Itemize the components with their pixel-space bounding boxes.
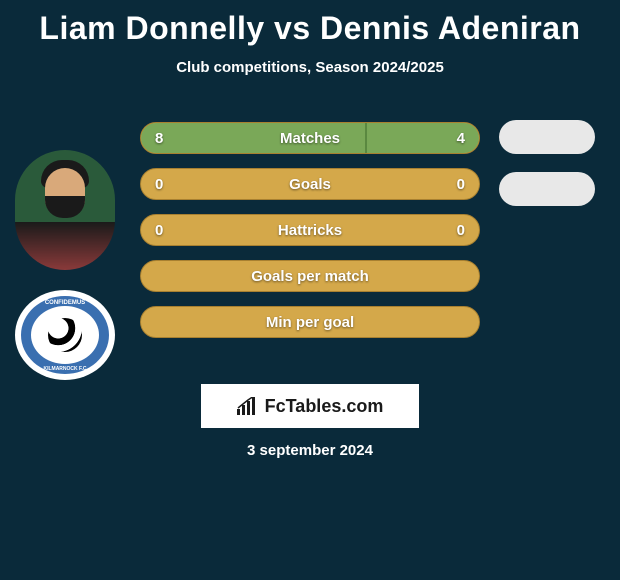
left-column: CONFIDEMUS KILMARNOCK F.C (10, 150, 120, 380)
stat-value-right: 0 (457, 222, 465, 239)
logo-text: FcTables.com (265, 396, 384, 417)
badge-text-top: CONFIDEMUS (45, 300, 85, 306)
fctables-logo: FcTables.com (201, 384, 419, 428)
stat-label: Goals (289, 176, 331, 193)
subtitle: Club competitions, Season 2024/2025 (0, 59, 620, 76)
stat-label: Hattricks (278, 222, 342, 239)
right-column (492, 120, 602, 206)
stat-row: 0 0 Hattricks (140, 214, 480, 246)
stat-label: Min per goal (266, 314, 354, 331)
stat-value-right: 0 (457, 176, 465, 193)
player2-placeholder (499, 120, 595, 154)
player-photo (15, 150, 115, 270)
stat-label: Matches (280, 130, 340, 147)
bar-chart-icon (237, 397, 259, 415)
stat-row: 8 4 Matches (140, 122, 480, 154)
stat-value-left: 8 (155, 130, 163, 147)
stat-label: Goals per match (251, 268, 369, 285)
date-text: 3 september 2024 (247, 442, 373, 459)
badge-ball-icon (48, 318, 82, 352)
stat-row: 0 0 Goals (140, 168, 480, 200)
stat-value-left: 0 (155, 176, 163, 193)
player-beard-shape (45, 196, 85, 218)
club2-placeholder (499, 172, 595, 206)
page-title: Liam Donnelly vs Dennis Adeniran (0, 0, 620, 47)
club-badge: CONFIDEMUS KILMARNOCK F.C (15, 290, 115, 380)
stat-row: Goals per match (140, 260, 480, 292)
stat-bars: 8 4 Matches 0 0 Goals 0 0 Hattricks Goals per mat… (140, 122, 480, 338)
stat-value-right: 4 (457, 130, 465, 147)
badge-text-bottom: KILMARNOCK F.C (43, 366, 86, 372)
stat-row: Min per goal (140, 306, 480, 338)
stat-value-left: 0 (155, 222, 163, 239)
